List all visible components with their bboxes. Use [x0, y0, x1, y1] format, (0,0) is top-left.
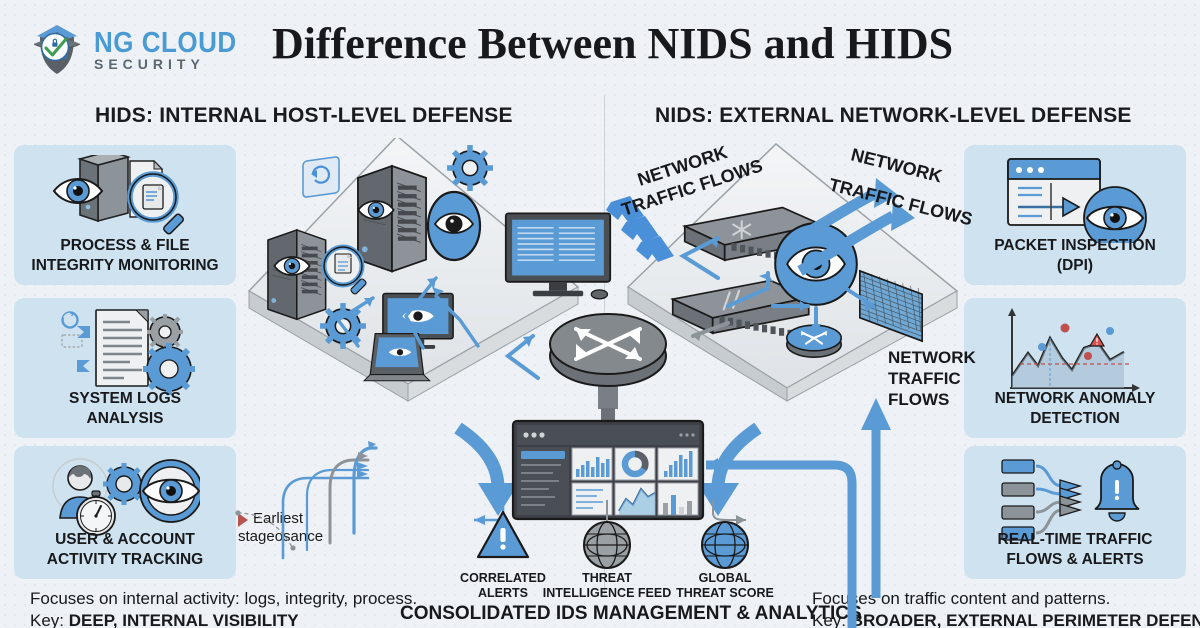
svg-text:THREAT: THREAT: [582, 571, 632, 585]
svg-text:CORRELATED: CORRELATED: [460, 571, 546, 585]
svg-text:TRAFFIC: TRAFFIC: [888, 369, 961, 388]
svg-text:INTELLIGENCE FEED: INTELLIGENCE FEED: [543, 586, 671, 600]
svg-text:THREAT SCORE: THREAT SCORE: [676, 586, 774, 600]
svg-text:GLOBAL: GLOBAL: [699, 571, 752, 585]
svg-text:FLOWS: FLOWS: [888, 390, 949, 409]
svg-text:ALERTS: ALERTS: [478, 586, 528, 600]
svg-text:NETWORK: NETWORK: [849, 144, 944, 186]
svg-text:NETWORK: NETWORK: [888, 348, 977, 367]
